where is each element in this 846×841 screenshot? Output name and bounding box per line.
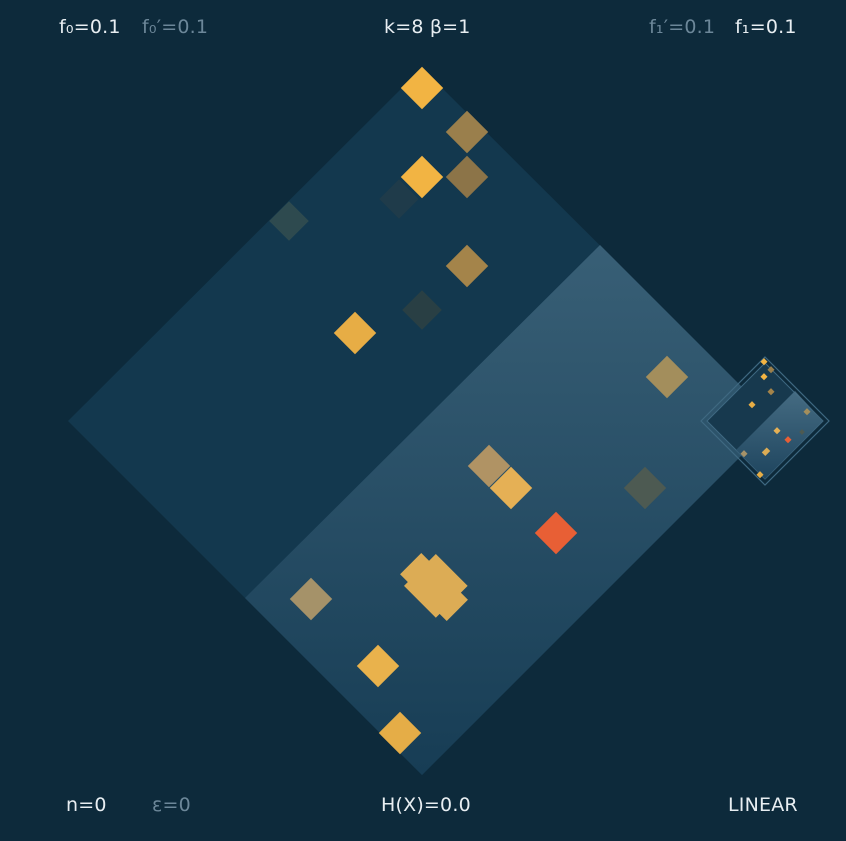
minimap-tile	[760, 373, 768, 381]
tile	[445, 110, 489, 154]
entropy-readout: H(X)=0.0	[381, 794, 471, 816]
tile	[379, 179, 419, 219]
f1-prime-readout: f₁′=0.1	[649, 16, 716, 38]
epsilon-readout: ε=0	[152, 794, 191, 816]
tile	[445, 244, 489, 288]
minimap-tile	[784, 436, 792, 444]
board-diamond	[68, 68, 776, 775]
tile	[333, 311, 377, 355]
f0-prime-readout: f₀′=0.1	[142, 16, 209, 38]
minimap-tile	[773, 427, 781, 435]
minimap-tile	[761, 447, 771, 456]
minimap-tile	[760, 358, 768, 366]
k-beta-readout: k=8 β=1	[384, 16, 471, 38]
minimap-tile	[756, 471, 764, 479]
f1-readout: f₁=0.1	[735, 16, 797, 38]
board-lower-half	[245, 245, 776, 775]
minimap[interactable]	[700, 356, 830, 486]
tile	[467, 444, 511, 488]
minimap-tile	[803, 408, 811, 416]
tile	[400, 155, 444, 199]
minimap-tile	[767, 388, 775, 396]
tile-double-ext	[400, 553, 468, 621]
minimap-tile	[748, 401, 756, 409]
f0-readout: f₀=0.1	[59, 16, 121, 38]
minimap-tile	[767, 366, 775, 374]
minimap-lower-half	[736, 391, 823, 479]
minimap-tile	[799, 429, 805, 435]
tile	[402, 290, 442, 330]
tile	[400, 66, 444, 110]
minimap-tile	[740, 450, 748, 458]
mode-toggle[interactable]: LINEAR	[728, 794, 798, 816]
tile	[269, 201, 309, 241]
tile	[445, 155, 489, 199]
minimap-outer	[700, 356, 830, 486]
n-counter: n=0	[66, 794, 107, 816]
